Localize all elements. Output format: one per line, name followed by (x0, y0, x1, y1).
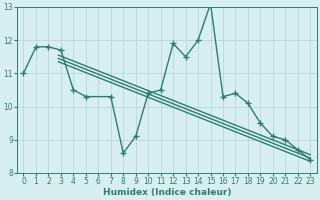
X-axis label: Humidex (Indice chaleur): Humidex (Indice chaleur) (103, 188, 231, 197)
